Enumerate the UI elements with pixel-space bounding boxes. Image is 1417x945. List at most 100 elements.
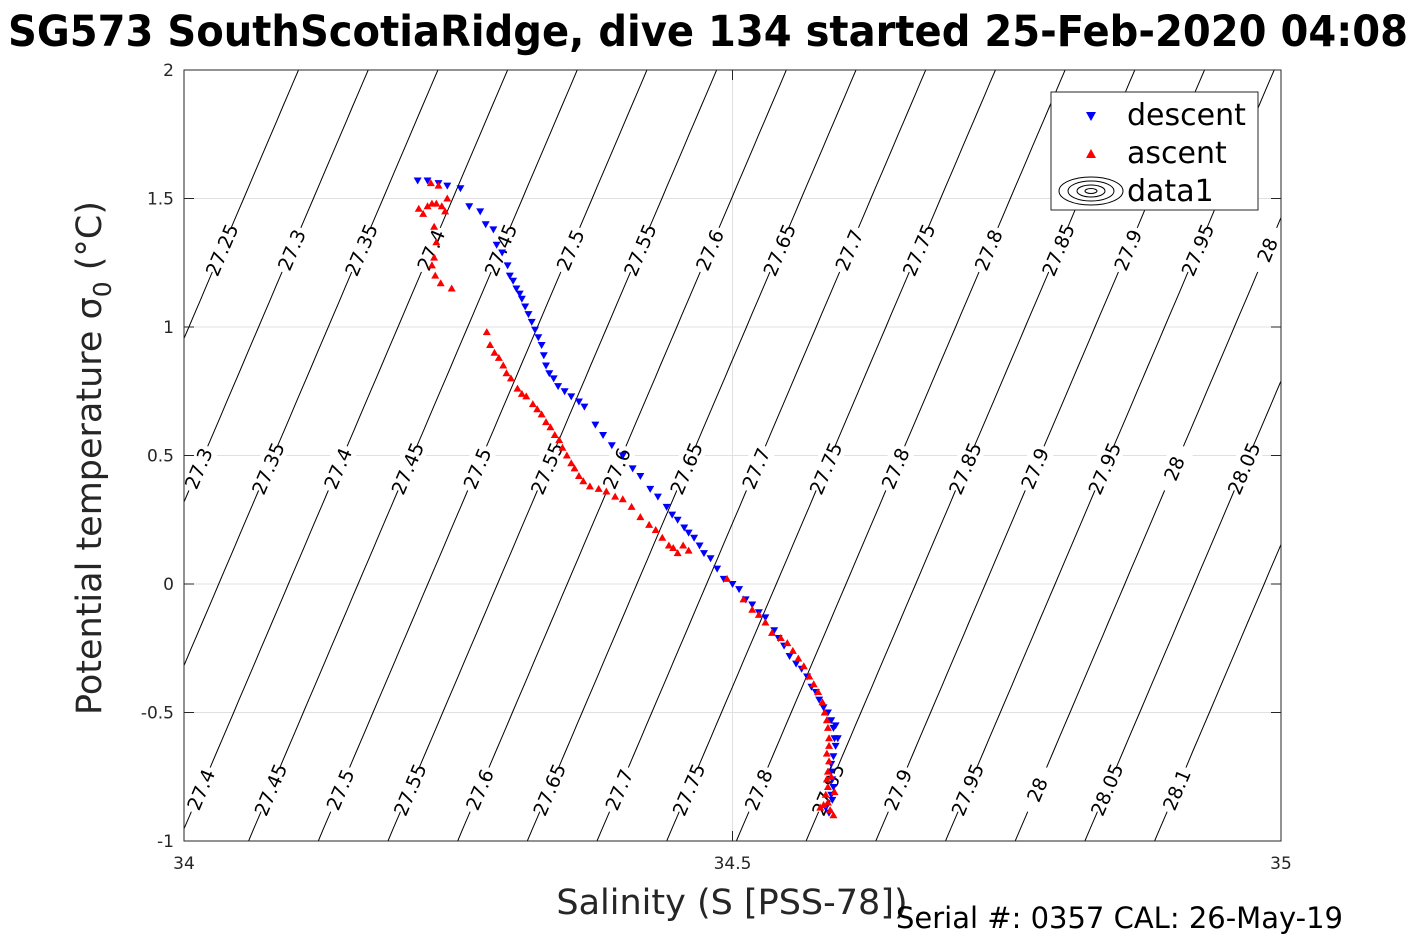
ascent-point [809,680,818,688]
descent-point [829,784,838,792]
isopycnal-label-mask [247,441,289,496]
isopycnal-label-mask [1156,762,1197,817]
isopycnal-label-mask [410,223,452,277]
isopycnal-label-mask [946,762,988,817]
ascent-point [825,734,834,742]
ascent-point [423,202,432,210]
descent-point [413,177,422,185]
ascent-point [567,459,576,467]
ascent-point [482,328,491,336]
descent-point [819,704,828,712]
isopycnal-label-mask [180,762,222,817]
isopycnal-label-mask [828,223,870,277]
descent-point [785,652,794,660]
legend-contour-icon [1058,176,1124,206]
ascent-point [823,783,832,791]
descent-point [545,370,554,378]
descent-point [684,529,693,537]
isopycnal-label-mask [668,762,710,817]
descent-point [465,203,474,211]
y-tick-label: -0.5 [141,704,174,724]
y-tick-label: 0 [163,575,174,595]
isopycnal-label-mask [1107,223,1149,277]
ascent-point [820,708,829,716]
ascent-point [426,179,435,187]
ascent-point [723,574,732,582]
isopycnal-label-mask [317,441,359,496]
ascent-point [579,477,588,485]
ascent-point [684,546,693,554]
isopycnal-label-mask [389,762,431,817]
ascent-point [748,605,757,613]
ascent-point [594,484,603,492]
descent-point [831,742,840,750]
ascent-point [562,451,571,459]
ascent-point [522,392,531,400]
x-tick-label: 34 [173,854,195,874]
y-tick-label: 2 [163,61,174,81]
isopycnal-label-mask [386,441,428,496]
y-tick-label: 1.5 [147,190,174,210]
data-points [413,177,842,819]
descent-point [748,601,757,609]
descent-point [537,341,546,349]
descent-point [792,660,801,668]
ascent-point [419,209,428,217]
ascent-point [502,369,511,377]
isopycnal-label-mask [528,762,570,817]
ascent-point [441,207,450,215]
descent-point [492,241,501,249]
descent-point [815,696,824,704]
legend-label-descent: descent [1127,98,1246,133]
descent-point [591,421,600,429]
ascent-point [825,741,834,749]
ascent-point [827,772,836,780]
ascent-point [823,798,832,806]
ascent-point [447,284,456,292]
serial-cal-footer: Serial #: 0357 CAL: 26-May-19 [896,901,1343,935]
y-tick-label: 1 [163,318,174,338]
isopycnal-label-mask [1246,223,1288,277]
ascent-point [673,549,682,557]
isopycnal-label-mask [1037,223,1079,277]
legend-label-ascent: ascent [1127,136,1227,171]
descent-point [770,627,779,635]
descent-point [560,388,569,396]
ascent-point [558,443,567,451]
ascent-point [430,253,439,261]
isopycnal-label-mask [1086,762,1128,817]
isopycnal-label-mask [456,441,498,496]
descent-point [580,403,589,411]
ascent-point [679,541,688,549]
descent-point [690,534,699,542]
isopycnal-label-mask [340,223,382,277]
ascent-point [794,654,803,662]
ascent-point [494,353,503,361]
ascent-point [761,618,770,626]
ascent-point [432,238,441,246]
descent-point [505,272,514,280]
x-tick-label: 35 [1270,854,1292,874]
isopycnal-label-mask [898,223,940,277]
descent-point [713,565,722,573]
isopycnal-label-mask [1177,223,1218,277]
descent-point [549,375,558,383]
y-tick-label: -1 [157,832,174,852]
descent-point [512,285,521,293]
descent-point [524,311,533,319]
isopycnal-label-mask [877,762,919,817]
ascent-point [611,492,620,500]
descent-point [456,185,465,193]
descent-point [761,614,770,622]
ascent-point [767,628,776,636]
ascent-point [499,361,508,369]
isopycnal-label-mask [967,223,1009,277]
descent-point [833,735,842,743]
ascent-point [826,806,835,814]
descent-point [534,334,543,342]
ascent-point [537,410,546,418]
ascent-point [574,472,583,480]
ascent-point [754,610,763,618]
descent-point [527,318,536,326]
x-tick-label: 34.5 [714,854,752,874]
